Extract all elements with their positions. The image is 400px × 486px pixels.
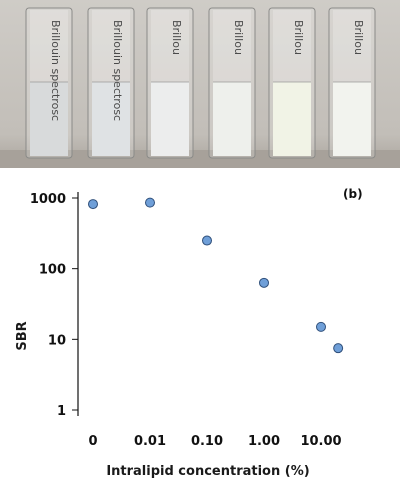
panel-label: (b) — [343, 187, 363, 201]
y-axis-title: SBR — [15, 321, 30, 350]
y-axis-ticks: 1 10 100 1000 — [30, 192, 78, 419]
vial-air — [273, 10, 311, 82]
vial-label: Brillou — [232, 20, 245, 55]
vial-liquid — [213, 82, 251, 156]
x-tick-label: 0.01 — [134, 434, 166, 449]
vial-liquid — [151, 82, 189, 156]
vial: Brillouin spectrosc — [25, 7, 73, 159]
data-points — [88, 197, 344, 354]
x-tick-label: 10.00 — [300, 434, 341, 449]
x-tick-label: 0 — [88, 434, 97, 449]
x-axis-title: Intralipid concentration (%) — [106, 464, 309, 479]
data-point — [145, 197, 155, 208]
x-axis-ticks: 0 0.01 0.10 1.00 10.00 — [88, 434, 341, 449]
x-tick-label: 1.00 — [248, 434, 280, 449]
sbr-scatter-chart: 1 10 100 1000 0 0.01 0.10 1.00 10.00 (b) SBR In… — [15, 187, 363, 479]
vial-liquid — [92, 82, 130, 156]
vial-label: Brillouin spectrosc — [111, 20, 124, 121]
vial: Brillouin spectrosc — [87, 7, 135, 159]
x-tick-label: 0.10 — [191, 434, 223, 449]
vial: Brillou — [146, 7, 194, 159]
vial-air — [333, 10, 371, 82]
vial-air — [30, 10, 68, 82]
vial: Brillou — [268, 7, 316, 159]
y-tick-label: 1 — [57, 404, 66, 419]
data-point — [259, 277, 269, 288]
data-point — [202, 235, 212, 246]
vial: Brillou — [328, 7, 376, 159]
y-tick-label: 10 — [48, 333, 66, 348]
vial-label: Brillouin spectrosc — [49, 20, 62, 121]
vial-photo: Brillouin spectrosc Brillouin spectrosc Br… — [0, 0, 400, 168]
vial: Brillou — [208, 7, 256, 159]
data-point — [333, 343, 344, 354]
data-point — [88, 199, 98, 210]
vial-label: Brillou — [170, 20, 183, 55]
vial-label: Brillou — [292, 20, 305, 55]
vial-label: Brillou — [352, 20, 365, 55]
vial-air — [92, 10, 130, 82]
vial-liquid — [30, 82, 68, 156]
y-tick-label: 1000 — [30, 192, 66, 207]
vial-liquid — [333, 82, 371, 156]
vial-row: Brillouin spectrosc Brillouin spectrosc Br… — [25, 7, 376, 159]
data-point — [316, 321, 326, 332]
y-tick-label: 100 — [39, 263, 66, 278]
vial-liquid — [273, 82, 311, 156]
vial-air — [151, 10, 189, 82]
vial-air — [213, 10, 251, 82]
